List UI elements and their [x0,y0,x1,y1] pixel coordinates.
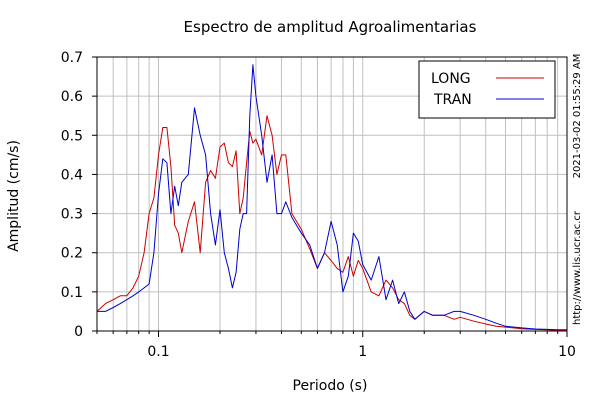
y-tick-label: 0.7 [61,50,83,66]
legend-label-tran: TRAN [433,92,472,108]
legend: LONG TRAN [418,60,556,119]
chart-title: Espectro de amplitud Agroalimentarias [184,18,477,36]
legend-box [418,60,556,119]
y-tick-label: 0 [74,324,83,340]
series-line-tran [97,64,567,331]
y-tick-label: 0.5 [61,128,83,144]
y-tick-label: 0.2 [61,246,83,262]
x-tick-label: 1 [358,344,367,360]
y-tick-label: 0.3 [61,207,83,223]
timestamp-label: 2021-03-02 01:55:29 AM [572,54,583,179]
x-tick-label: 10 [558,344,576,360]
series-lines [96,64,567,331]
plot-area-frame [96,56,568,332]
x-axis-label: Periodo (s) [293,378,368,394]
y-tick-label: 0.4 [61,167,83,183]
source-url-label: http://www.lis.ucr.ac.cr [572,210,583,325]
y-axis-label: Amplitud (cm/s) [6,140,22,252]
x-tick-label: 0.1 [147,344,169,360]
y-tick-label: 0.6 [61,89,83,105]
legend-label-long: LONG [431,71,471,87]
y-tick-label: 0.1 [61,285,83,301]
axis-ticks: 0 0.1 0.2 0.3 0.4 0.5 0.6 0.7 0.1 1 10 [61,50,576,360]
